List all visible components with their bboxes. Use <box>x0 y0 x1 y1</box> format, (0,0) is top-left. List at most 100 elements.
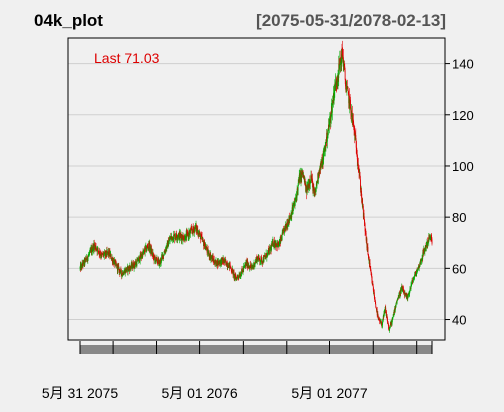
candle-body-down <box>171 236 173 238</box>
candle-body-up <box>186 232 188 238</box>
candle-body-down <box>262 258 264 263</box>
candle-body-down <box>373 290 375 294</box>
candle-body-down <box>241 270 243 271</box>
candle-body-up <box>185 234 187 241</box>
candle-body-down <box>274 240 276 247</box>
candle-body-up <box>138 257 140 261</box>
candle-body-down <box>145 245 147 252</box>
candle-body-up <box>161 257 162 262</box>
candle-body-down <box>241 269 243 271</box>
candle-body-up <box>321 163 323 167</box>
grid-layer <box>68 63 445 321</box>
candle-body-down <box>224 259 226 261</box>
candle-body-up <box>208 253 209 255</box>
candle-body-up <box>88 253 90 255</box>
candle-body-up <box>249 267 251 269</box>
candle-body-up <box>389 323 391 328</box>
candle-body-down <box>367 245 368 248</box>
candle-body-up <box>323 152 325 154</box>
candle-body-down <box>321 159 323 167</box>
candle-body-down <box>212 256 214 260</box>
candle-body-up <box>337 80 339 83</box>
candle-body-up <box>224 259 226 263</box>
candle-body-down <box>344 63 345 67</box>
candle-body-down <box>191 228 192 230</box>
candle-body-down <box>283 229 284 231</box>
candle-body-up <box>280 236 282 243</box>
candle-body-up <box>260 260 261 262</box>
candle-body-down <box>374 297 376 300</box>
candle-body-down <box>354 128 355 132</box>
candle-body-up <box>343 64 345 67</box>
candle-body-down <box>154 257 156 259</box>
candle-body-up <box>106 250 108 256</box>
y-tick-label: 120 <box>452 108 474 123</box>
candle-body-up <box>424 249 426 252</box>
candle-body-down <box>305 186 307 188</box>
candle-body-up <box>265 255 267 258</box>
candle-body-up <box>228 264 230 268</box>
candle-body-up <box>273 244 275 246</box>
candle-body-up <box>417 266 419 269</box>
candle-body-down <box>149 243 151 251</box>
candle-body-up <box>134 264 136 267</box>
candle-body-up <box>87 257 89 261</box>
candle-body-down <box>118 265 120 272</box>
candle-body-down <box>151 251 153 255</box>
candle-body-up <box>421 260 423 261</box>
candle-body-up <box>247 265 249 268</box>
candle-body-down <box>196 228 198 231</box>
candle-body-down <box>350 99 351 109</box>
candle-body-down <box>199 233 201 240</box>
candle-body-down <box>247 260 249 268</box>
candle-body-down <box>155 258 156 263</box>
candle-body-up <box>239 276 241 278</box>
candle-body-down <box>134 262 135 266</box>
candle-body-up <box>241 269 242 274</box>
candle-body-up <box>292 209 294 212</box>
candle-body-up <box>301 172 303 178</box>
candle-body-down <box>302 173 304 177</box>
plot-frame <box>67 37 446 341</box>
candle-body-up <box>103 254 105 256</box>
candle-body-down <box>286 223 288 228</box>
candle-body-up <box>184 240 186 241</box>
candle-body-up <box>132 266 134 269</box>
candle-body-up <box>412 280 414 282</box>
candle-body-down <box>115 264 117 265</box>
candle-body-up <box>320 162 322 168</box>
candle-body-up <box>126 267 128 271</box>
candle-body-down <box>258 255 260 258</box>
candle-body-down <box>202 238 204 242</box>
candle-body-up <box>190 230 192 234</box>
candle-body-down <box>199 232 201 234</box>
candle-body-up <box>391 319 393 324</box>
candle-body-down <box>302 170 304 174</box>
candle-body-down <box>205 246 207 250</box>
candle-body-up <box>123 274 124 276</box>
candle-body-down <box>377 315 379 319</box>
candle-body-up <box>117 265 119 271</box>
chart-date-range: [2075-05-31/2078-02-13] <box>256 11 446 30</box>
last-value-label: Last 71.03 <box>94 50 160 66</box>
candle-body-down <box>369 262 371 268</box>
candle-body-up <box>323 152 325 153</box>
candle-body-up <box>382 321 384 322</box>
candle-body-down <box>207 248 209 250</box>
candle-body-up <box>200 236 202 240</box>
candle-body-up <box>279 242 281 244</box>
candle-body-down <box>264 256 266 257</box>
candle-body-up <box>341 48 342 64</box>
candle-body-up <box>244 265 246 266</box>
candle-body-down <box>326 132 328 142</box>
candle-body-down <box>362 206 364 217</box>
candle-body-up <box>252 265 254 268</box>
candle-body-up <box>240 275 242 277</box>
candle-body-up <box>323 153 324 164</box>
candle-body-up <box>146 249 147 252</box>
candle-body-down <box>221 257 223 261</box>
candle-body-up <box>318 170 320 178</box>
candle-body-up <box>84 259 86 264</box>
candle-body-down <box>430 236 432 238</box>
